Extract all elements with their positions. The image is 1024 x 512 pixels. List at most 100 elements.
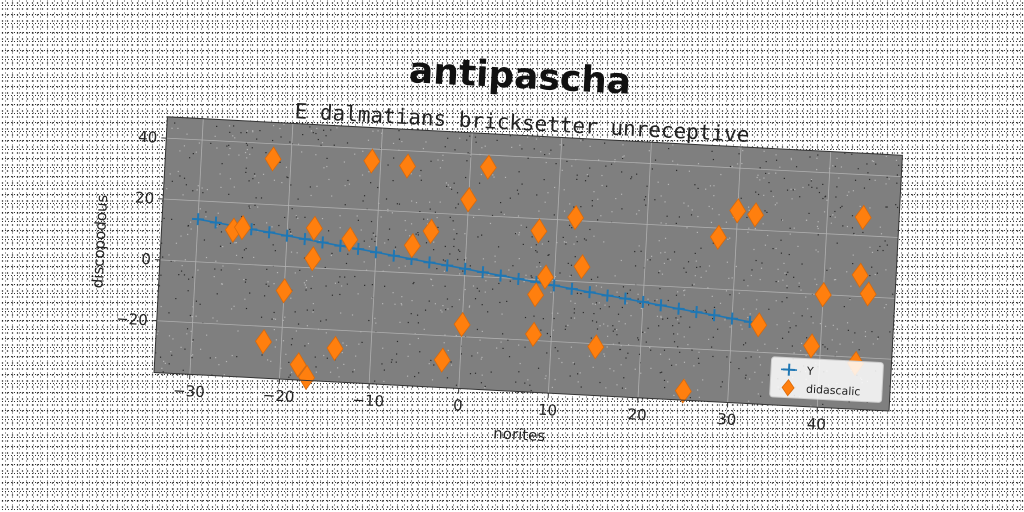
noise-speck bbox=[849, 298, 851, 301]
noise-speck bbox=[535, 138, 538, 140]
noise-speck bbox=[554, 186, 556, 189]
noise-speck bbox=[707, 338, 710, 340]
noise-speck bbox=[573, 363, 576, 365]
noise-speck bbox=[481, 234, 483, 236]
noise-speck bbox=[622, 144, 624, 146]
noise-speck bbox=[519, 144, 521, 146]
noise-speck bbox=[592, 366, 594, 368]
noise-speck bbox=[639, 302, 641, 304]
noise-speck bbox=[258, 182, 260, 184]
noise-speck bbox=[309, 186, 311, 188]
noise-speck bbox=[391, 212, 394, 214]
noise-speck bbox=[160, 274, 162, 276]
noise-speck bbox=[660, 222, 662, 224]
noise-speck bbox=[392, 142, 395, 145]
data-point-y bbox=[637, 295, 650, 309]
noise-speck bbox=[687, 344, 689, 346]
noise-speck bbox=[562, 144, 565, 146]
noise-speck bbox=[614, 158, 616, 161]
noise-speck bbox=[531, 236, 533, 238]
noise-speck bbox=[668, 147, 670, 150]
noise-speck bbox=[621, 387, 624, 389]
noise-speck bbox=[177, 127, 179, 130]
data-point-didascalic bbox=[305, 215, 323, 241]
noise-speck bbox=[742, 149, 744, 152]
noise-speck bbox=[381, 363, 383, 365]
noise-speck bbox=[777, 268, 779, 270]
noise-speck bbox=[724, 319, 726, 321]
noise-speck bbox=[480, 358, 482, 360]
noise-speck bbox=[689, 326, 691, 328]
noise-speck bbox=[645, 341, 647, 343]
noise-speck bbox=[646, 185, 648, 187]
noise-speck bbox=[446, 298, 449, 300]
noise-speck bbox=[747, 231, 749, 233]
noise-speck bbox=[775, 154, 777, 156]
noise-speck bbox=[729, 237, 731, 239]
x-tick-label: 20 bbox=[627, 405, 647, 424]
noise-speck bbox=[437, 226, 439, 229]
noise-speck bbox=[694, 252, 696, 255]
noise-speck bbox=[340, 285, 343, 287]
noise-speck bbox=[314, 356, 316, 358]
noise-speck bbox=[392, 292, 394, 294]
noise-speck bbox=[447, 308, 449, 310]
noise-speck bbox=[798, 285, 800, 288]
noise-speck bbox=[797, 245, 799, 248]
plot-background bbox=[154, 116, 903, 411]
noise-speck bbox=[822, 183, 824, 186]
data-point-didascalic bbox=[422, 218, 440, 245]
noise-speck bbox=[770, 190, 772, 192]
noise-speck bbox=[883, 307, 886, 309]
noise-speck bbox=[444, 146, 446, 148]
noise-speck bbox=[440, 309, 442, 311]
data-point-y bbox=[565, 282, 578, 295]
noise-speck bbox=[600, 286, 603, 288]
noise-speck bbox=[683, 336, 685, 338]
data-point-y bbox=[191, 213, 205, 226]
noise-speck bbox=[312, 132, 314, 134]
data-point-didascalic bbox=[433, 347, 451, 373]
noise-speck bbox=[457, 203, 459, 205]
noise-speck bbox=[616, 291, 618, 293]
noise-speck bbox=[553, 317, 555, 320]
noise-speck bbox=[775, 159, 778, 161]
noise-speck bbox=[776, 324, 778, 326]
noise-speck bbox=[249, 292, 251, 294]
noise-speck bbox=[846, 225, 849, 228]
noise-speck bbox=[282, 340, 285, 342]
noise-speck bbox=[191, 276, 194, 278]
noise-speck bbox=[589, 167, 591, 169]
noise-speck bbox=[530, 275, 532, 277]
noise-speck bbox=[862, 231, 864, 234]
noise-speck bbox=[197, 185, 199, 187]
noise-speck bbox=[604, 304, 606, 306]
noise-speck bbox=[784, 272, 786, 274]
noise-speck bbox=[253, 173, 256, 175]
noise-speck bbox=[175, 242, 178, 244]
legend[interactable]: Y didascalic bbox=[769, 356, 884, 403]
noise-speck bbox=[683, 267, 685, 269]
noise-speck bbox=[465, 176, 467, 179]
noise-speck bbox=[289, 141, 291, 143]
noise-speck bbox=[728, 277, 730, 279]
noise-speck bbox=[580, 140, 582, 142]
noise-speck bbox=[387, 239, 389, 241]
noise-speck bbox=[637, 298, 639, 300]
noise-speck bbox=[444, 285, 446, 287]
noise-speck bbox=[747, 206, 750, 208]
noise-speck bbox=[817, 221, 819, 223]
noise-speck bbox=[244, 151, 247, 154]
noise-speck bbox=[640, 372, 642, 374]
noise-speck bbox=[339, 227, 341, 229]
grid-line-x bbox=[189, 118, 204, 375]
noise-speck bbox=[463, 259, 466, 261]
data-point-didascalic bbox=[326, 335, 344, 362]
noise-speck bbox=[811, 186, 813, 188]
noise-speck bbox=[478, 208, 480, 210]
noise-speck bbox=[409, 343, 411, 345]
noise-speck bbox=[168, 312, 170, 314]
data-point-didascalic bbox=[527, 282, 545, 308]
noise-speck bbox=[667, 299, 669, 302]
noise-speck bbox=[601, 174, 603, 177]
